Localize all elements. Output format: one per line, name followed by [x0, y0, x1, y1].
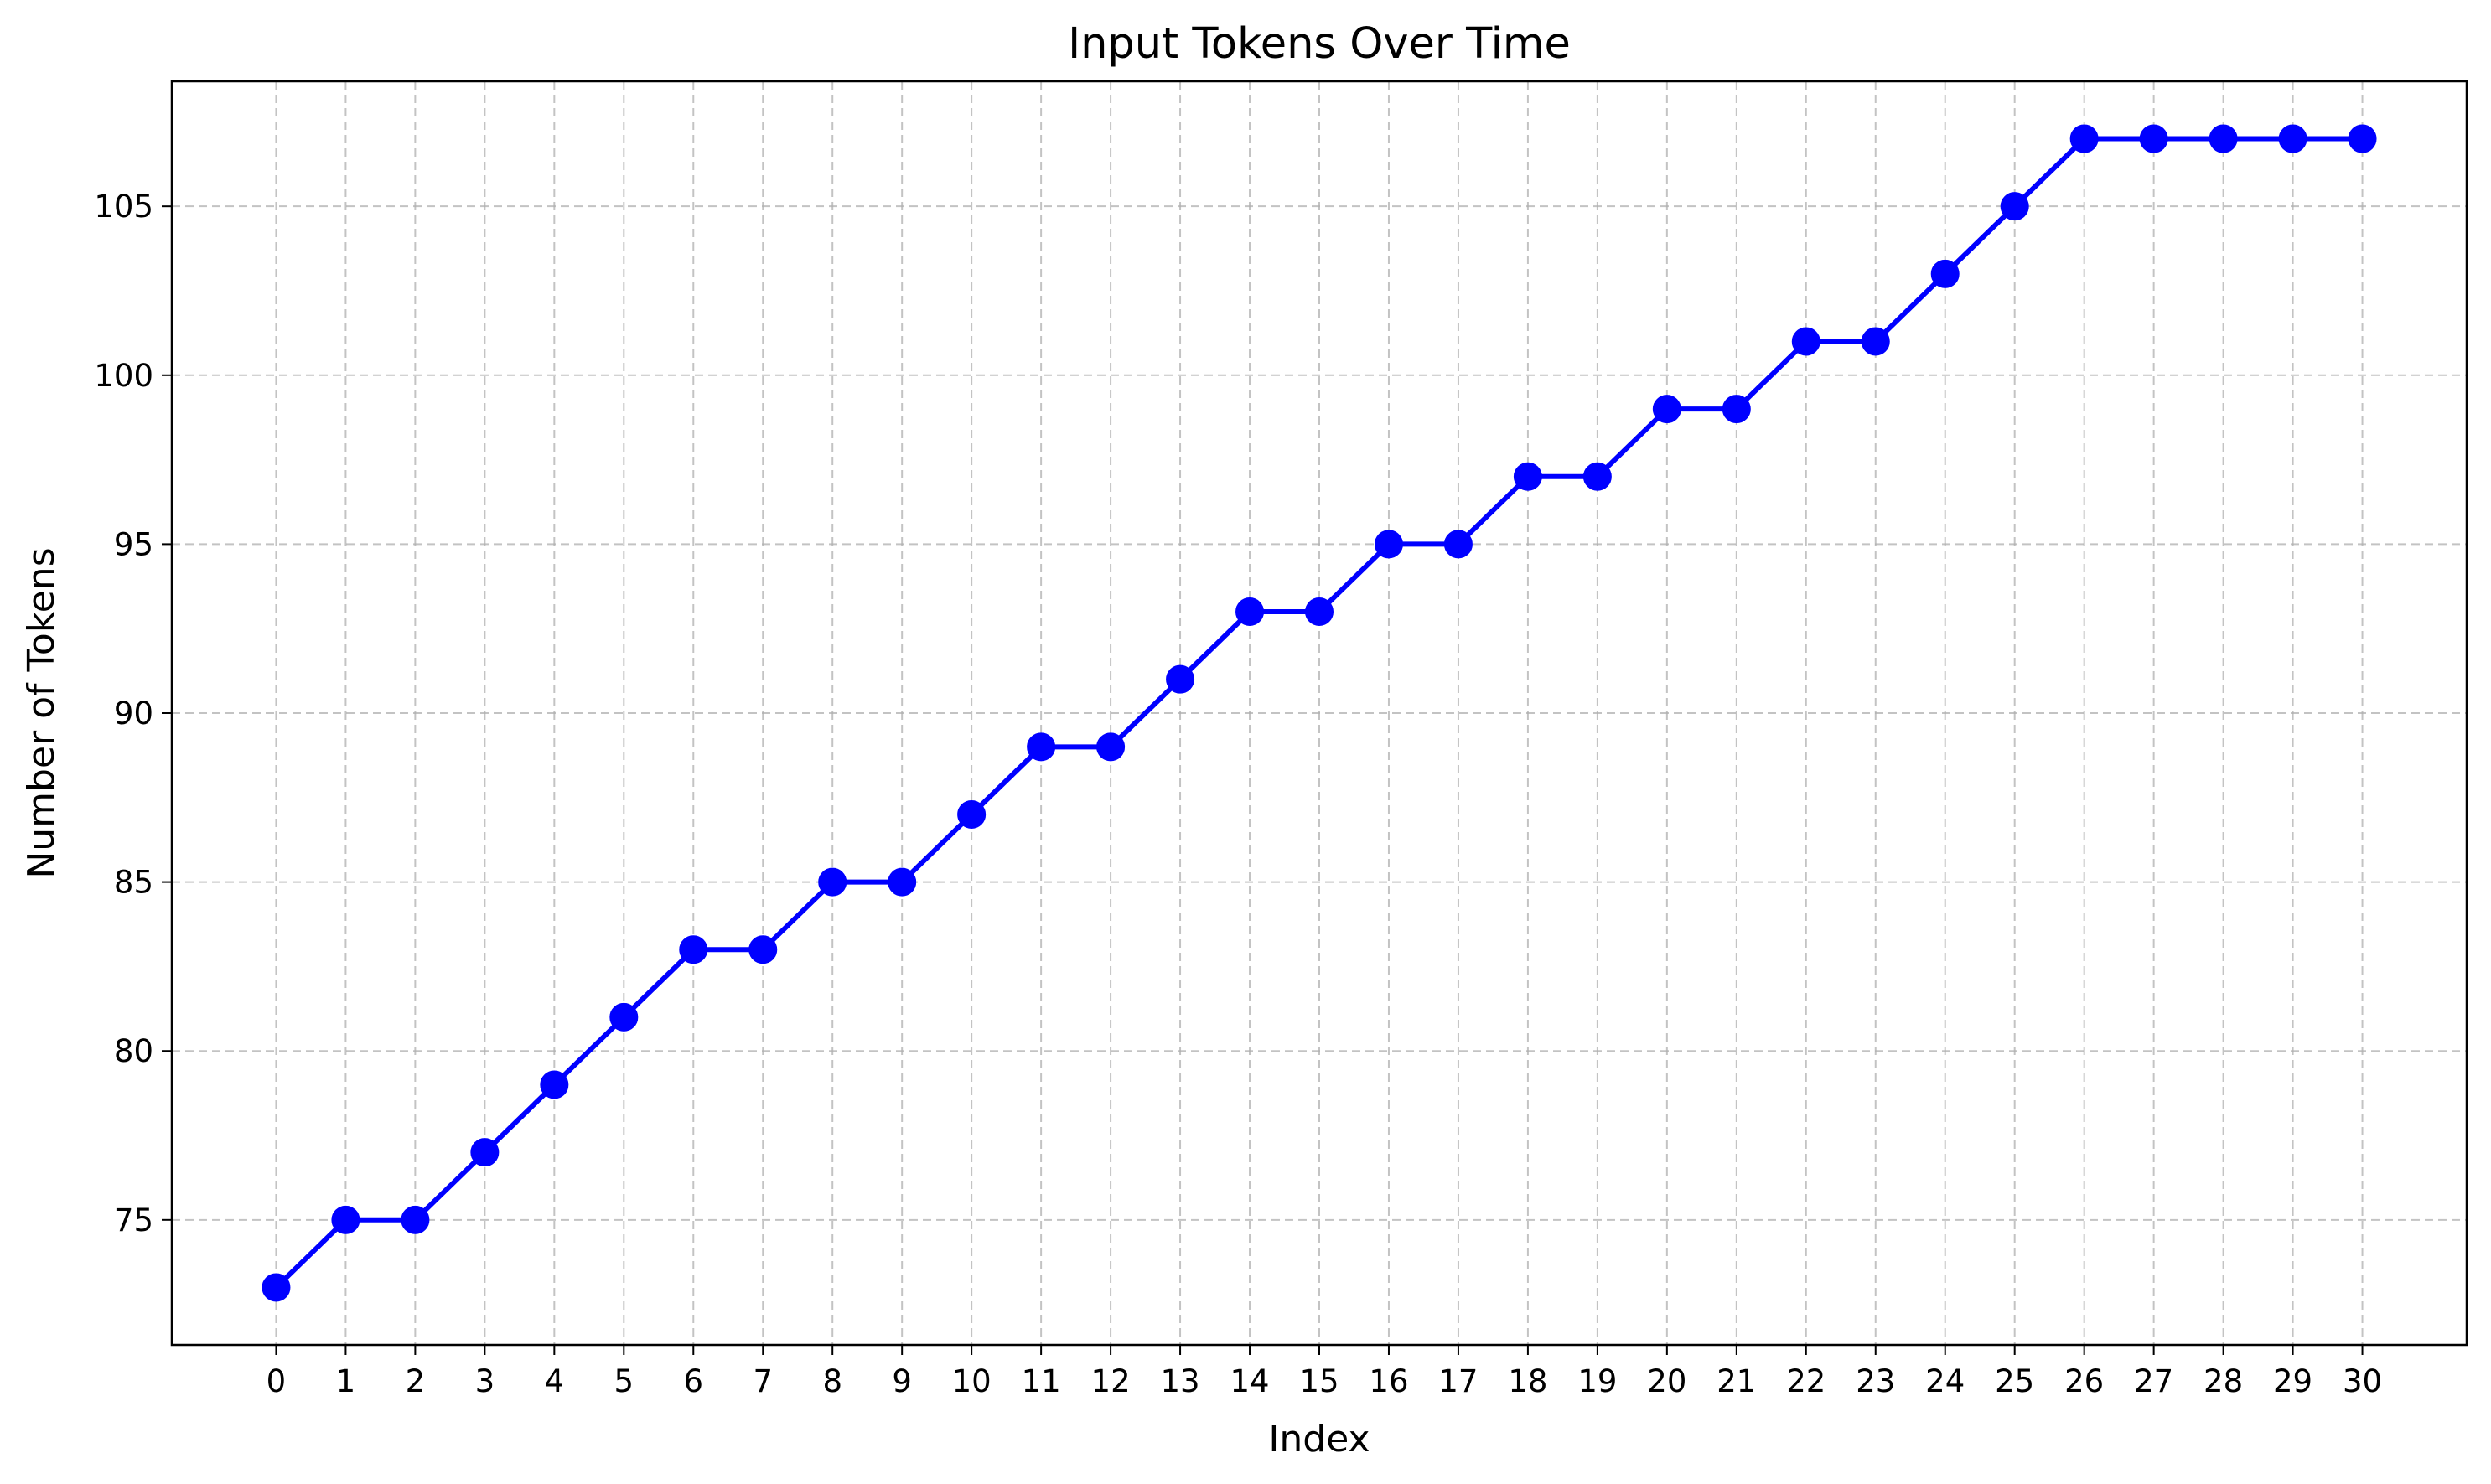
plot-frame: [170, 80, 2468, 1347]
data-point: [1443, 530, 1473, 559]
x-tick-label: 3: [475, 1363, 495, 1399]
x-tick-label: 28: [2204, 1363, 2243, 1399]
axis-ticks: 0 1 2 3 4 5 6 7 8 9 10 11 12 13 14 15 16 17 18 19 20 21 22 23 24…: [94, 189, 2382, 1399]
grid: [172, 81, 2467, 1345]
data-point: [888, 867, 917, 897]
data-point: [540, 1070, 569, 1099]
x-tick-label: 18: [1508, 1363, 1547, 1399]
x-tick-label: 22: [1786, 1363, 1826, 1399]
data-point: [1513, 462, 1542, 491]
data-point: [1930, 259, 1960, 288]
data-point: [818, 867, 847, 897]
data-point: [2069, 124, 2099, 153]
data-point: [1582, 462, 1612, 491]
x-tick-label: 6: [683, 1363, 703, 1399]
y-tick-label: 100: [94, 358, 153, 394]
x-tick-label: 24: [1925, 1363, 1965, 1399]
x-tick-label: 16: [1369, 1363, 1408, 1399]
x-tick-label: 25: [1995, 1363, 2034, 1399]
data-point: [1791, 327, 1820, 356]
data-point: [2278, 124, 2307, 153]
y-tick-label: 75: [114, 1202, 153, 1238]
x-tick-label: 20: [1647, 1363, 1686, 1399]
data-point: [1722, 395, 1751, 424]
data-point: [1305, 597, 1334, 627]
y-tick-label: 105: [94, 189, 153, 225]
x-tick-label: 17: [1438, 1363, 1478, 1399]
x-tick-label: 29: [2273, 1363, 2312, 1399]
data-point: [401, 1205, 430, 1234]
data-point: [1652, 395, 1681, 424]
x-tick-label: 7: [753, 1363, 773, 1399]
x-tick-label: 23: [1856, 1363, 1895, 1399]
y-tick-label: 80: [114, 1033, 153, 1069]
data-point: [957, 799, 987, 829]
data-point: [2139, 124, 2168, 153]
data-point: [262, 1273, 291, 1302]
chart-title: Input Tokens Over Time: [1068, 19, 1571, 69]
x-tick-label: 12: [1091, 1363, 1131, 1399]
data-point: [2000, 192, 2029, 221]
y-axis-label: Number of Tokens: [20, 547, 63, 878]
x-tick-label: 30: [2343, 1363, 2382, 1399]
x-tick-label: 21: [1717, 1363, 1756, 1399]
x-tick-label: 5: [614, 1363, 634, 1399]
data-point: [609, 1002, 639, 1032]
x-tick-label: 2: [406, 1363, 426, 1399]
x-tick-label: 26: [2064, 1363, 2104, 1399]
data-point: [1166, 664, 1195, 694]
data-point: [1027, 732, 1056, 762]
y-tick-label: 95: [114, 526, 153, 562]
x-tick-label: 27: [2134, 1363, 2173, 1399]
x-tick-label: 14: [1230, 1363, 1269, 1399]
x-tick-label: 4: [545, 1363, 565, 1399]
data-point: [1861, 327, 1890, 356]
x-tick-label: 15: [1299, 1363, 1339, 1399]
data-point: [2348, 124, 2377, 153]
x-tick-label: 13: [1161, 1363, 1200, 1399]
data-point: [2209, 124, 2238, 153]
x-tick-label: 0: [267, 1363, 287, 1399]
x-axis-label: Index: [1268, 1418, 1370, 1461]
data-point: [331, 1205, 360, 1234]
data-point: [748, 935, 778, 964]
series: [262, 124, 2377, 1302]
data-point: [470, 1138, 500, 1167]
x-tick-label: 19: [1577, 1363, 1617, 1399]
x-tick-label: 10: [952, 1363, 992, 1399]
y-tick-label: 90: [114, 695, 153, 732]
y-tick-label: 85: [114, 865, 153, 901]
x-tick-label: 9: [892, 1363, 912, 1399]
data-point: [1096, 732, 1126, 762]
x-tick-label: 8: [822, 1363, 842, 1399]
data-point: [1374, 530, 1403, 559]
data-point: [679, 935, 708, 964]
x-tick-label: 11: [1022, 1363, 1061, 1399]
data-point: [1235, 597, 1265, 627]
x-tick-label: 1: [336, 1363, 356, 1399]
